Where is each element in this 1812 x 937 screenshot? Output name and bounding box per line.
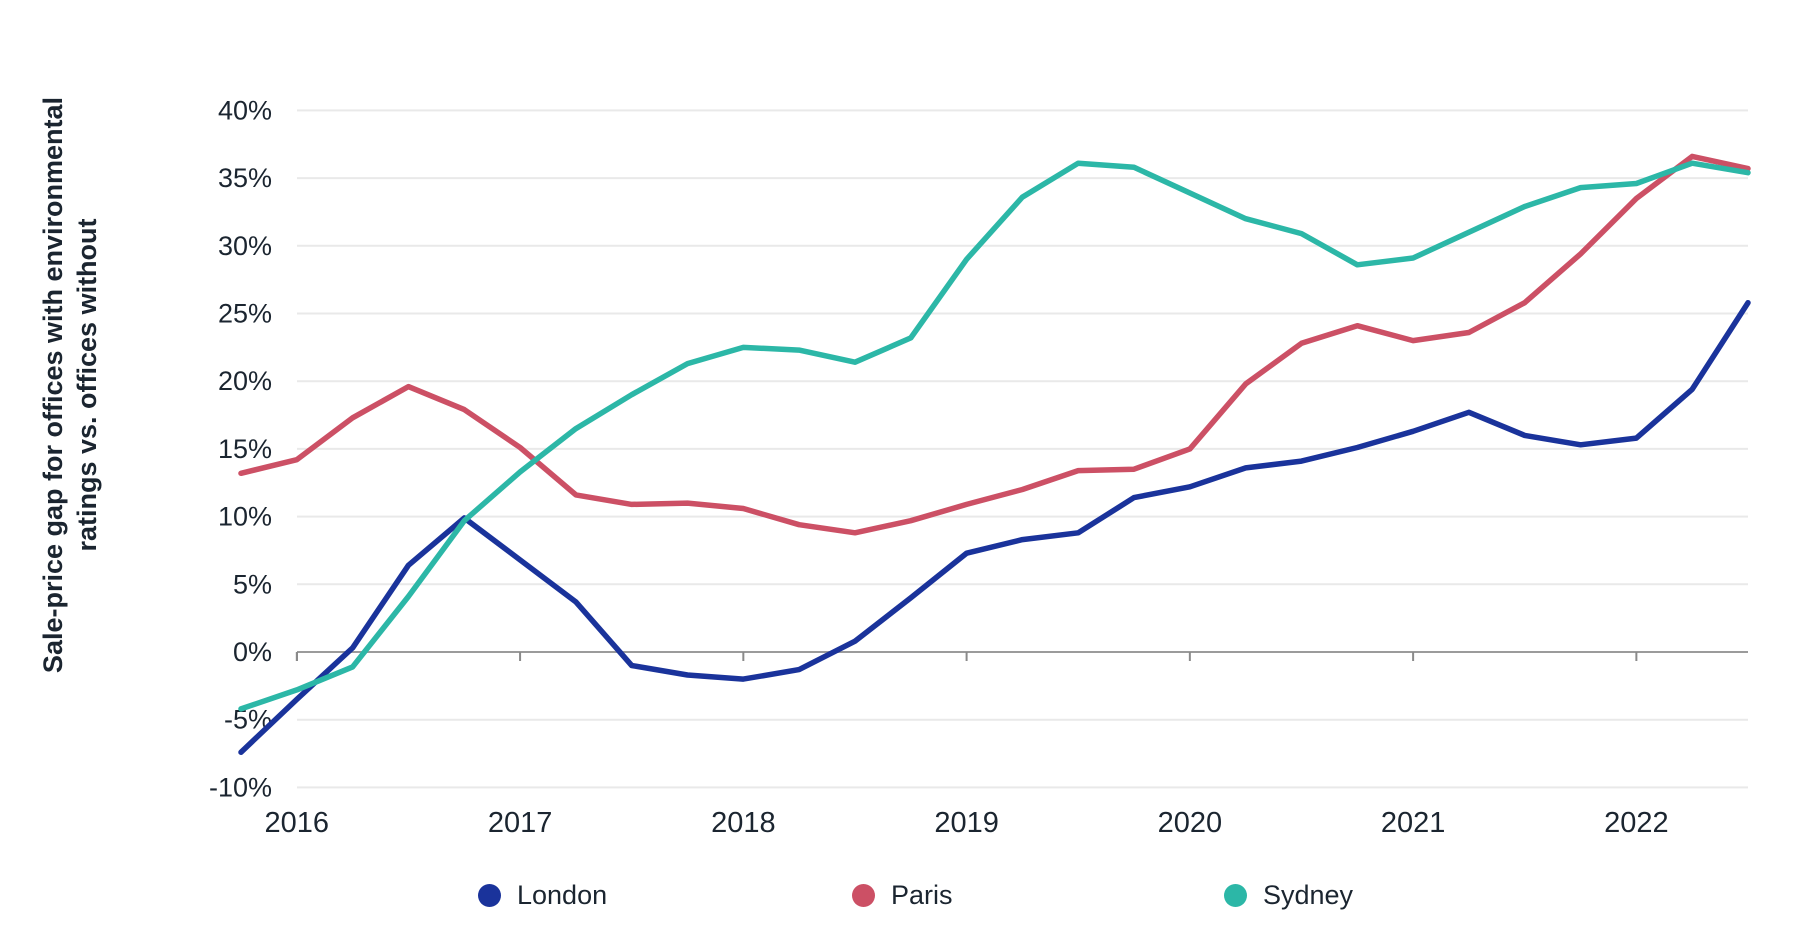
y-tick-label: 5% xyxy=(233,569,272,599)
legend-item-sydney: Sydney xyxy=(1224,878,1353,912)
y-tick-label: 20% xyxy=(218,366,272,396)
series-line-paris xyxy=(238,153,1751,536)
y-tick-label: 15% xyxy=(218,434,272,464)
chart-legend: London Paris Sydney xyxy=(0,878,1812,912)
y-tick-label: -10% xyxy=(209,772,272,802)
x-tick-label: 2018 xyxy=(711,807,776,839)
series-line-sydney xyxy=(238,160,1751,712)
y-tick-label: 30% xyxy=(218,231,272,261)
x-tick-label: 2020 xyxy=(1158,807,1223,839)
sydney-dot-icon xyxy=(1224,883,1247,907)
legend-label-paris: Paris xyxy=(891,880,953,910)
x-tick-label: 2016 xyxy=(265,807,330,839)
x-tick-label: 2019 xyxy=(934,807,999,839)
legend-label-london: London xyxy=(517,880,608,910)
x-tick-label: 2021 xyxy=(1381,807,1446,839)
legend-label-sydney: Sydney xyxy=(1263,880,1354,910)
x-tick-label: 2022 xyxy=(1604,807,1669,839)
y-tick-label: 10% xyxy=(218,502,272,532)
london-dot-icon xyxy=(478,883,501,907)
y-axis-title: ratings vs. offices without xyxy=(72,218,102,551)
legend-item-london: London xyxy=(478,878,607,912)
series-line-london xyxy=(238,299,1751,755)
paris-dot-icon xyxy=(852,883,875,907)
x-tick-label: 2017 xyxy=(488,807,553,839)
y-axis-title: Sale-price gap for offices with environm… xyxy=(38,97,68,673)
legend-item-paris: Paris xyxy=(852,878,953,912)
y-tick-label: 40% xyxy=(218,95,272,125)
y-tick-label: 25% xyxy=(218,299,272,329)
y-tick-label: 35% xyxy=(218,163,272,193)
y-tick-label: 0% xyxy=(233,637,272,667)
